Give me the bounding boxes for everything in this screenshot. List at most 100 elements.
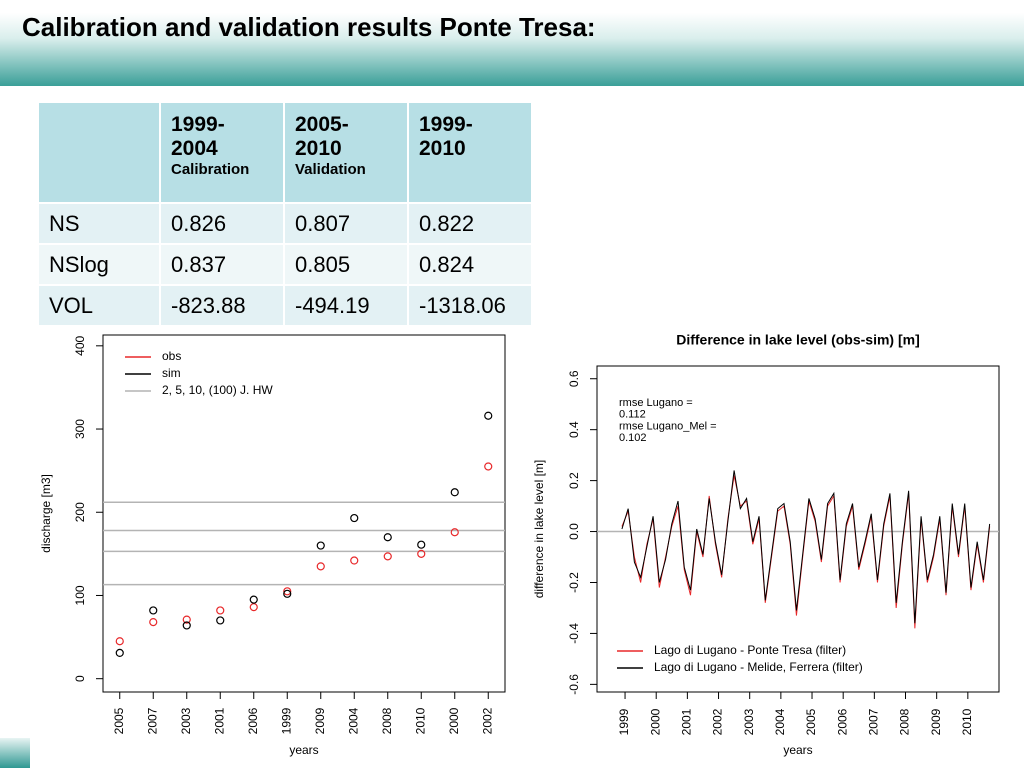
plot-frame [102,334,506,693]
header-row: 1999-2004 Calibration 2005-2010 Validation… [37,101,533,204]
x-tick-label: 1999 [279,707,293,734]
results-table: 1999-2004 Calibration 2005-2010 Validation… [37,101,533,327]
y-tick-label: 0.2 [567,472,581,489]
table-row: NSlog 0.837 0.805 0.824 [37,243,533,286]
x-tick-label: 2002 [711,708,725,735]
x-tick-label: 2009 [313,707,327,734]
row-label: VOL [37,284,161,327]
corner-decoration [0,738,30,768]
legend-label: Lago di Lugano - Ponte Tresa (filter) [654,643,846,657]
point [283,587,292,596]
row-label: NS [37,202,161,245]
x-tick-label: 1999 [617,708,631,735]
series-line [621,475,991,629]
header-cell: 2005-2010 Validation [283,101,409,204]
point [350,513,359,523]
legend-label: sim [162,366,181,380]
period-note: Validation [295,161,366,179]
point [182,615,191,624]
y-tick-label: -0.6 [567,674,581,695]
x-tick-label: 2009 [929,708,943,735]
y-tick-label: 0 [73,675,87,682]
point [115,648,124,657]
period-note: Calibration [171,161,250,179]
annotation: rmse Lugano = [619,397,693,409]
period: 1999-2010 [419,113,473,161]
point [249,595,258,604]
y-axis-label: discharge [m3] [39,474,53,553]
annotation: 0.102 [619,432,647,444]
cell: 0.837 [159,243,285,286]
point [149,606,158,615]
header-cell: 1999-2010 [407,101,533,204]
x-tick-label: 2003 [742,708,756,735]
x-tick-label: 2008 [380,707,394,734]
point [450,488,459,497]
header-cell [37,101,161,204]
x-tick-label: 2003 [179,707,193,734]
slide-title: Calibration and validation results Ponte… [22,12,596,42]
y-tick-label: 0.4 [567,421,581,438]
x-tick-label: 2008 [898,708,912,735]
y-tick-label: 0.6 [567,370,581,387]
x-tick-label: 2001 [680,708,694,735]
cell: -823.88 [159,284,285,327]
legend-label: Lago di Lugano - Melide, Ferrera (filter… [654,660,863,674]
period: 1999-2004 [171,113,225,161]
row-label: NSlog [37,243,161,286]
header-cell: 1999-2004 Calibration [159,101,285,204]
point [417,540,426,549]
x-tick-label: 2005 [804,708,818,735]
y-tick-label: -0.2 [567,572,581,593]
chart-title: Difference in lake level (obs-sim) [m] [676,332,920,348]
x-tick-label: 2000 [447,707,461,734]
plot-frame [596,365,1000,693]
annotation: 0.112 [619,409,646,421]
y-tick-label: -0.4 [567,623,581,644]
x-tick-label: 2010 [960,708,974,735]
point [484,462,493,471]
cell: 0.826 [159,202,285,245]
x-tick-label: 2010 [413,707,427,734]
point [417,549,426,558]
point [350,556,359,565]
x-tick-label: 2006 [246,707,260,734]
y-tick-label: 100 [73,585,87,605]
annotation: rmse Lugano_Mel = [619,420,717,432]
point [450,528,459,537]
point [316,541,325,550]
x-axis-label: years [289,743,318,757]
table-row: VOL -823.88 -494.19 -1318.06 [37,284,533,327]
y-tick-label: 0.0 [567,523,581,540]
point [149,617,158,627]
cell: -494.19 [283,284,409,327]
point [182,621,191,630]
point [484,411,493,420]
y-axis-label: difference in lake level [m] [532,460,546,599]
x-tick-label: 2000 [648,708,662,735]
cell: 0.805 [283,243,409,286]
x-tick-label: 2001 [212,707,226,734]
x-tick-label: 2007 [145,707,159,734]
point [316,562,325,571]
cell: -1318.06 [407,284,533,327]
point [249,603,258,612]
point [283,589,292,598]
x-tick-label: 2002 [480,707,494,734]
point [216,606,225,615]
x-tick-label: 2007 [867,708,881,735]
cell: 0.807 [283,202,409,245]
header-band: Calibration and validation results Ponte… [0,0,1024,86]
x-tick-label: 2004 [773,708,787,735]
legend-label: obs [162,349,181,363]
cell: 0.824 [407,243,533,286]
x-tick-label: 2006 [835,708,849,735]
period: 2005-2010 [295,113,349,161]
legend-label: 2, 5, 10, (100) J. HW [162,383,273,397]
point [115,637,124,646]
x-axis-label: years [783,743,812,757]
cell: 0.822 [407,202,533,245]
table-row: NS 0.826 0.807 0.822 [37,202,533,245]
